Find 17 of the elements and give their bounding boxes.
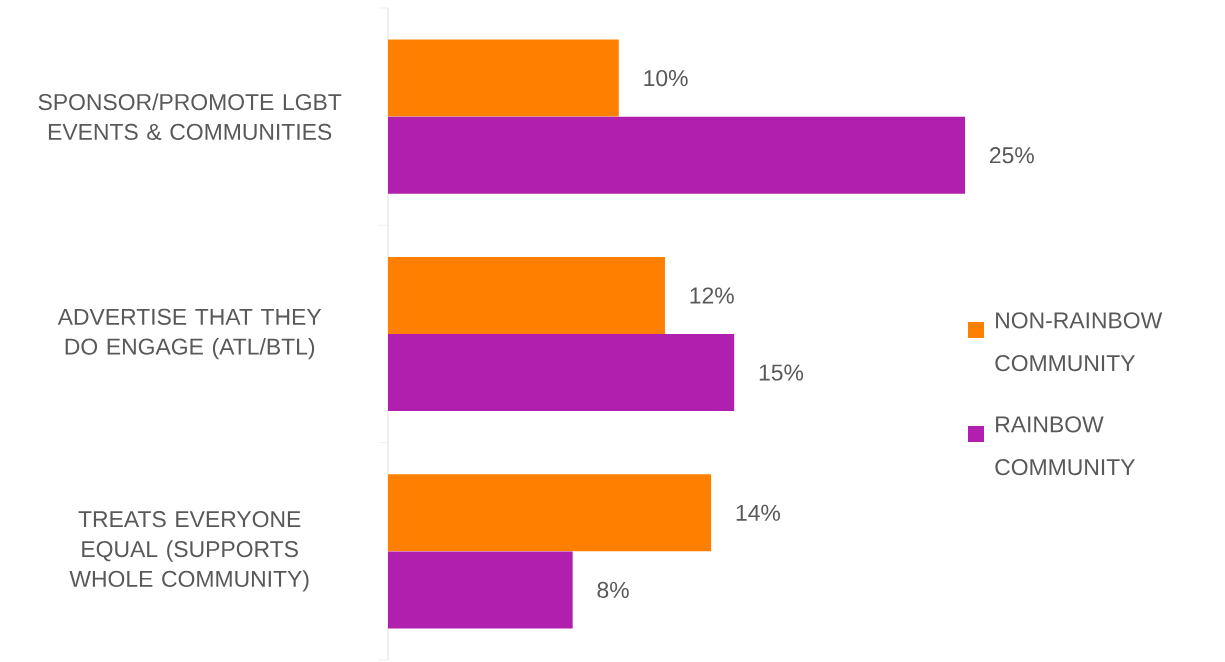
bar <box>388 334 735 412</box>
data-label: 10% <box>644 70 688 87</box>
bar <box>388 256 665 334</box>
data-label: 8% <box>597 581 629 599</box>
legend-label: NON-RAINBOW COMMUNITY <box>995 312 1163 372</box>
data-label: 14% <box>736 504 780 521</box>
y-tick-label: SPONSOR/PROMOTE LGBT EVENTS & COMMUNITIES <box>38 93 342 141</box>
data-label: 12% <box>690 287 734 304</box>
y-tick-label: TREATS EVERYONE EQUAL (SUPPORTS WHOLE COMMUNITY) <box>69 511 309 592</box>
legend-label: RAINBOW COMMUNITY <box>995 416 1135 476</box>
data-label: 15% <box>759 364 804 381</box>
bar <box>388 39 619 117</box>
bar <box>388 474 712 552</box>
bar <box>388 116 966 194</box>
data-label: 25% <box>990 147 1034 164</box>
y-tick-label: ADVERTISE THAT THEY DO ENGAGE (ATL/BTL) <box>57 308 322 360</box>
bar <box>388 551 573 629</box>
